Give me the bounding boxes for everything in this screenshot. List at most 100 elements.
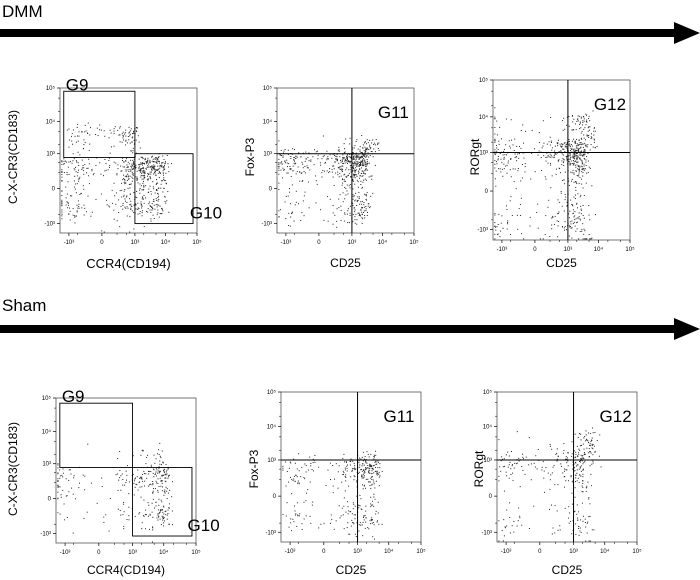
gate-label-g12: G12	[594, 95, 626, 114]
event-dot	[503, 156, 505, 158]
event-dot	[153, 454, 155, 456]
event-dot	[332, 485, 334, 487]
event-dot	[296, 171, 298, 173]
event-dot	[289, 477, 291, 479]
event-dot	[341, 160, 343, 162]
event-dot	[156, 158, 158, 160]
event-dot	[307, 489, 309, 491]
event-dot	[141, 215, 143, 217]
event-dot	[361, 477, 363, 479]
event-dot	[361, 222, 363, 224]
event-dot	[370, 148, 372, 150]
event-dot	[304, 172, 306, 174]
event-dot	[61, 209, 63, 211]
event-dot	[142, 167, 144, 169]
plot-frame	[496, 391, 638, 543]
event-dot	[371, 151, 373, 153]
event-dot	[570, 160, 572, 162]
event-dot	[564, 142, 566, 144]
event-dot	[131, 173, 133, 175]
event-dot	[584, 154, 586, 156]
event-dot	[584, 144, 586, 146]
event-dot	[564, 486, 566, 488]
event-dot	[350, 171, 352, 173]
event-dot	[347, 222, 349, 224]
event-dot	[165, 182, 167, 184]
event-dot	[291, 530, 293, 532]
event-dot	[569, 164, 571, 166]
event-dot	[583, 118, 585, 120]
event-dot	[138, 482, 140, 484]
event-dot	[571, 455, 573, 457]
event-dot	[333, 528, 335, 530]
event-dot	[282, 177, 284, 179]
event-dot	[353, 164, 355, 166]
event-dot	[130, 170, 132, 172]
event-dot	[323, 219, 325, 221]
event-dot	[305, 471, 307, 473]
event-dot	[79, 482, 81, 484]
y-tick-label: 10³	[46, 152, 55, 158]
event-dot	[61, 169, 63, 171]
event-dot	[497, 233, 499, 235]
event-dot	[301, 161, 303, 163]
event-dot	[92, 174, 94, 176]
event-dot	[124, 180, 126, 182]
event-dot	[358, 196, 360, 198]
event-dot	[82, 185, 84, 187]
event-dot	[304, 191, 306, 193]
event-dot	[580, 127, 582, 129]
event-dot	[551, 448, 553, 450]
event-dot	[312, 501, 314, 503]
event-dot	[156, 199, 158, 201]
event-dot	[289, 191, 291, 193]
event-dot	[533, 505, 535, 507]
event-dot	[61, 199, 63, 201]
event-dot	[570, 148, 572, 150]
event-dot	[136, 176, 138, 178]
event-dot	[363, 206, 365, 208]
event-dot	[321, 176, 323, 178]
event-dot	[346, 158, 348, 160]
event-dot	[575, 129, 577, 131]
event-dot	[359, 464, 361, 466]
event-dot	[141, 173, 143, 175]
event-dot	[162, 509, 164, 511]
event-dot	[573, 450, 575, 452]
event-dot	[124, 144, 126, 146]
event-dot	[572, 140, 574, 142]
event-dot	[362, 144, 364, 146]
event-dot	[99, 162, 101, 164]
event-dot	[88, 183, 90, 185]
event-dot	[369, 520, 371, 522]
event-dot	[521, 465, 523, 467]
event-dot	[578, 174, 580, 176]
event-dot	[339, 156, 341, 158]
event-dot	[157, 478, 159, 480]
event-dot	[153, 200, 155, 202]
event-dot	[363, 211, 365, 213]
event-dot	[126, 518, 128, 520]
event-dot	[311, 469, 313, 471]
event-dot	[572, 213, 574, 215]
event-dot	[356, 175, 358, 177]
event-dot	[360, 162, 362, 164]
event-dot	[367, 527, 369, 529]
event-dot	[137, 202, 139, 204]
event-dot	[128, 481, 130, 483]
event-dot	[363, 163, 365, 165]
event-dot	[141, 156, 143, 158]
event-dot	[140, 162, 142, 164]
event-dot	[572, 153, 574, 155]
event-dot	[346, 501, 348, 503]
event-dot	[577, 165, 579, 167]
event-dot	[371, 484, 373, 486]
event-dot	[295, 157, 297, 159]
event-dot	[571, 453, 573, 455]
event-dot	[568, 160, 570, 162]
event-dot	[159, 511, 161, 513]
event-dot	[283, 150, 285, 152]
event-dot	[129, 204, 131, 206]
event-dot	[111, 189, 113, 191]
event-dot	[342, 474, 344, 476]
